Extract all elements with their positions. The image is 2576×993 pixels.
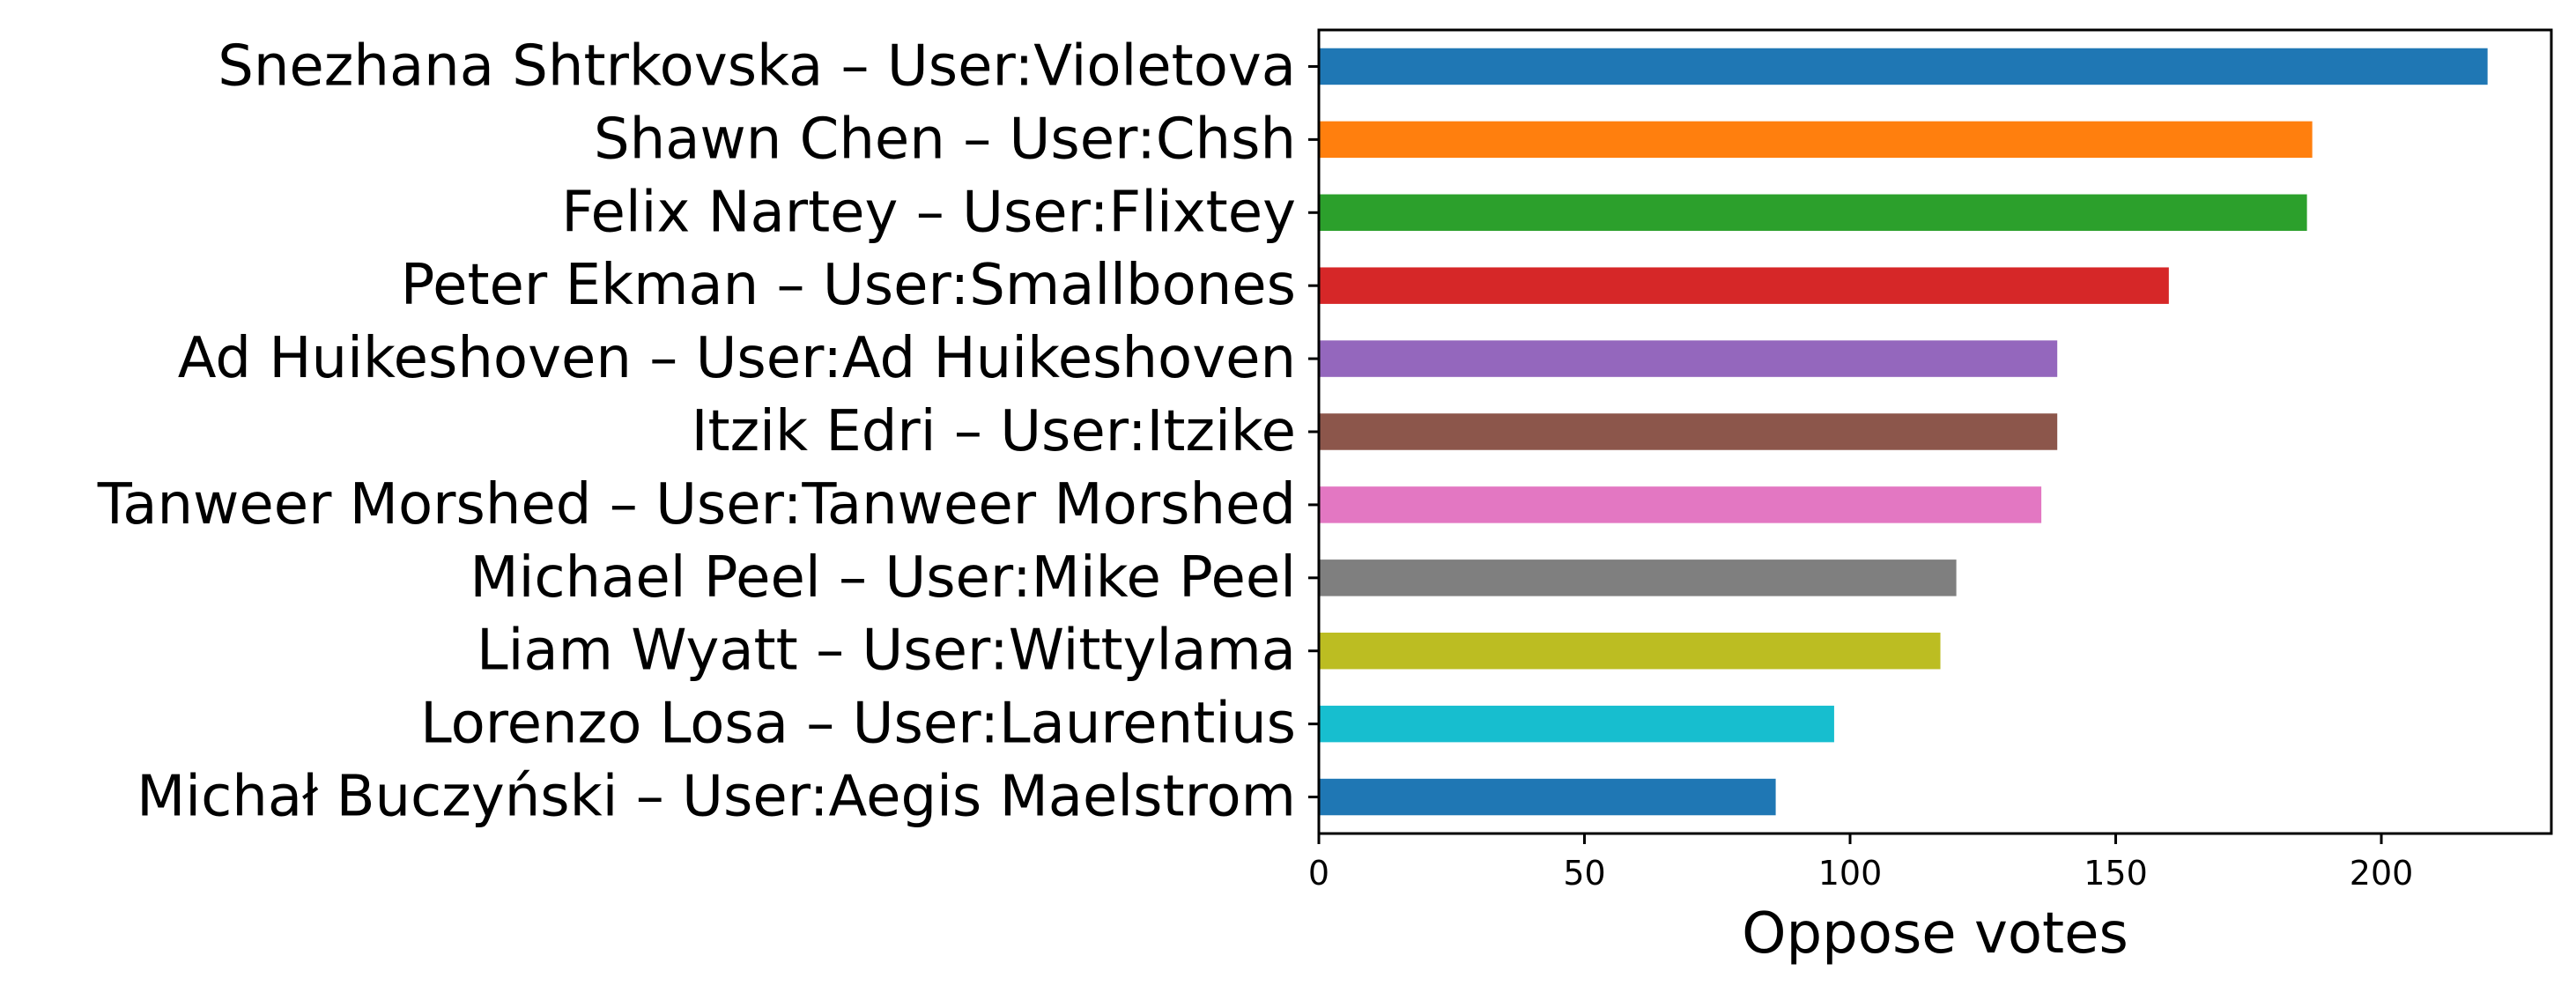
category-labels-group: Snezhana Shtrkovska – User:Violetova Shaw… <box>97 33 1319 830</box>
bar <box>1319 48 2488 85</box>
category-label: Michael Peel – User:Mike Peel <box>470 545 1296 611</box>
bars-group <box>1319 48 2488 816</box>
category-label: Michał Buczyński – User:Aegis Maelstrom <box>137 765 1296 830</box>
category-label: Peter Ekman – User:Smallbones <box>401 253 1296 318</box>
bar <box>1319 121 2313 159</box>
x-tick-label: 50 <box>1563 854 1605 893</box>
x-tick-label: 200 <box>2350 854 2414 893</box>
category-label: Snezhana Shtrkovska – User:Violetova <box>218 33 1296 99</box>
category-label: Tanweer Morshed – User:Tanweer Morshed <box>97 472 1296 537</box>
bar <box>1319 778 1776 816</box>
plot-frame <box>1317 28 2553 835</box>
bar <box>1319 486 2042 523</box>
bar <box>1319 559 1957 597</box>
x-tick-label: 0 <box>1308 854 1329 893</box>
bar <box>1319 705 1834 743</box>
x-axis-title: Oppose votes <box>1742 901 2128 967</box>
bar <box>1319 633 1941 670</box>
x-tick-label: 100 <box>1818 854 1883 893</box>
x-tick-label: 150 <box>2084 854 2148 893</box>
category-label: Itzik Edri – User:Itzike <box>692 399 1296 464</box>
bar <box>1319 194 2307 231</box>
bar <box>1319 267 2169 304</box>
category-label: Liam Wyatt – User:Wittylama <box>477 619 1296 684</box>
category-label: Ad Huikeshoven – User:Ad Huikeshoven <box>178 326 1296 391</box>
category-label: Lorenzo Losa – User:Laurentius <box>420 692 1296 757</box>
category-label: Felix Nartey – User:Flixtey <box>561 180 1296 245</box>
bar <box>1319 340 2058 377</box>
x-ticks-group: 0 50 100 150 200 <box>1308 834 2413 893</box>
category-label: Shawn Chen – User:Chsh <box>594 107 1296 172</box>
bar <box>1319 413 2058 450</box>
